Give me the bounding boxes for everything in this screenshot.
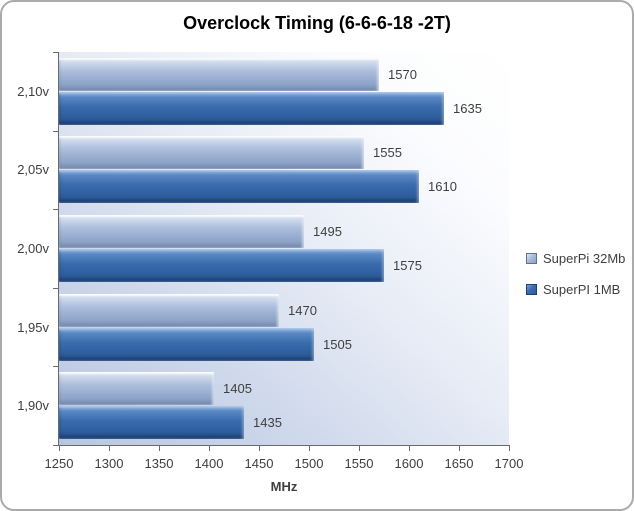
x-axis-tick <box>159 446 160 451</box>
bar-superpi-1mb <box>59 327 314 361</box>
plot-area: 2,10v 1570 1635 2,05v 1555 1610 2,00v 1495 1575 1… <box>17 52 523 471</box>
legend-item-superpi-1mb: SuperPI 1MB <box>526 279 625 299</box>
y-axis-tick <box>53 131 58 132</box>
y-axis-tick <box>53 209 58 210</box>
x-axis-tick <box>209 446 210 451</box>
x-axis-tick <box>59 446 60 451</box>
bar-value-label: 1635 <box>453 100 482 116</box>
bar-value-label: 1610 <box>428 179 457 195</box>
x-axis-tick-label: 1600 <box>394 456 424 471</box>
y-axis-tick <box>53 288 58 289</box>
x-axis-title: MHz <box>270 479 298 494</box>
legend-swatch-32mb-icon <box>526 252 537 264</box>
bar-superpi-1mb <box>59 170 419 204</box>
bar-value-label: 1435 <box>253 415 282 431</box>
bar-superpi-1mb <box>59 91 444 125</box>
bar-superpi-1mb <box>59 249 384 282</box>
bar-value-label: 1570 <box>388 66 417 82</box>
bar-superpi-32mb <box>59 136 364 170</box>
legend-item-superpi-32mb: SuperPi 32Mb <box>526 248 625 268</box>
x-axis-tick-label: 1250 <box>44 456 74 471</box>
bar-value-label: 1555 <box>373 145 402 161</box>
bar-value-label: 1405 <box>223 381 252 397</box>
y-axis-category-label: 1,90v <box>17 398 49 414</box>
y-axis-tick <box>53 52 58 53</box>
y-axis-line <box>58 52 59 446</box>
bar-value-label: 1505 <box>323 336 352 352</box>
legend-label-32mb: SuperPi 32Mb <box>543 250 626 266</box>
y-axis-category-label: 2,00v <box>17 241 49 256</box>
y-axis-tick <box>53 366 58 367</box>
legend-swatch-1mb-icon <box>526 283 537 295</box>
x-axis-tick <box>409 446 410 451</box>
legend-label-1mb: SuperPI 1MB <box>543 281 621 297</box>
bar-superpi-32mb <box>59 215 304 248</box>
chart-title: Overclock Timing (6-6-6-18 -2T) <box>183 13 451 33</box>
bar-value-label: 1470 <box>288 302 317 318</box>
y-axis-category-label: 2,10v <box>17 83 49 99</box>
bar-superpi-32mb <box>59 372 214 406</box>
x-axis-tick-label: 1500 <box>294 456 324 471</box>
y-axis-category-label: 1,95v <box>17 319 49 335</box>
y-axis-tick <box>53 445 58 446</box>
x-axis-tick-label: 1300 <box>94 456 124 471</box>
bar-superpi-32mb <box>59 293 279 327</box>
x-axis-tick-label: 1550 <box>344 456 374 471</box>
bar-value-label: 1495 <box>313 224 342 239</box>
x-axis-tick <box>509 446 510 451</box>
x-axis-tick-label: 1450 <box>244 456 274 471</box>
bar-value-label: 1575 <box>393 258 422 273</box>
x-axis-tick <box>259 446 260 451</box>
x-axis-tick-label: 1400 <box>194 456 224 471</box>
x-axis-tick-label: 1350 <box>144 456 174 471</box>
bar-superpi-32mb <box>59 57 379 91</box>
x-axis-tick <box>309 446 310 451</box>
x-axis-line <box>58 445 510 446</box>
x-axis-tick <box>459 446 460 451</box>
x-axis-tick <box>359 446 360 451</box>
x-axis-tick-label: 1700 <box>494 456 524 471</box>
legend: SuperPi 32Mb SuperPI 1MB <box>526 248 625 310</box>
x-axis-tick <box>109 446 110 451</box>
x-axis-tick-label: 1650 <box>444 456 474 471</box>
bar-superpi-1mb <box>59 406 244 440</box>
y-axis-category-label: 2,05v <box>17 162 49 178</box>
